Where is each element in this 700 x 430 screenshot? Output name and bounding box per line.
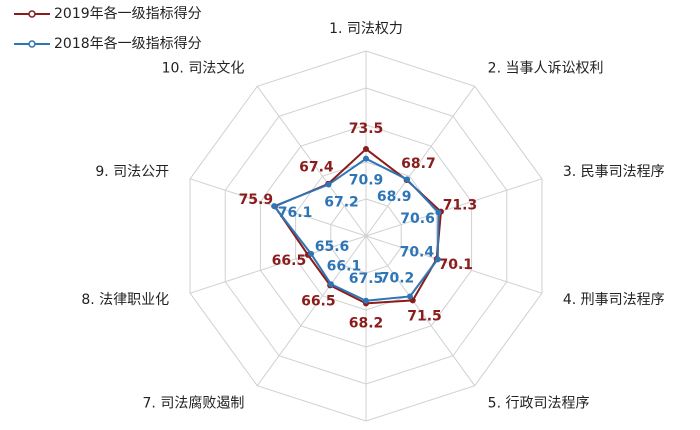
value-label: 68.2: [349, 315, 384, 331]
legend-label: 2019年各一级指标得分: [54, 5, 202, 22]
axis-spoke: [256, 235, 367, 386]
value-label: 75.9: [239, 192, 274, 208]
value-label: 67.2: [324, 194, 359, 210]
point: [435, 209, 442, 216]
legend-marker: [28, 40, 36, 48]
value-label: 67.5: [349, 271, 384, 287]
value-label: 70.9: [349, 173, 384, 189]
value-label: 71.3: [443, 197, 478, 213]
axis-spoke: [256, 86, 367, 237]
axis-spoke: [189, 178, 367, 237]
axis-label: 2. 当事人诉讼权利: [488, 61, 604, 77]
value-label: 76.1: [278, 205, 313, 221]
value-label: 70.4: [400, 245, 435, 261]
value-label: 70.6: [400, 211, 435, 227]
axis-spoke: [365, 178, 543, 237]
axis-spoke: [189, 235, 367, 294]
legend-label: 2018年各一级指标得分: [54, 35, 202, 52]
point: [271, 203, 278, 210]
axis-label: 10. 司法文化: [162, 61, 245, 77]
value-label: 67.4: [299, 160, 334, 176]
point: [308, 250, 315, 257]
value-label: 66.1: [327, 258, 362, 274]
axis-label: 8. 法律职业化: [81, 292, 169, 308]
value-label: 66.5: [272, 253, 307, 269]
axis-spoke: [365, 235, 543, 294]
axis-spoke: [365, 86, 476, 237]
point: [406, 293, 413, 300]
value-label: 73.5: [349, 121, 384, 137]
axis-label: 5. 行政司法程序: [488, 395, 590, 411]
point: [404, 176, 411, 183]
axis-label: 1. 司法权力: [329, 21, 403, 37]
point: [434, 256, 441, 263]
point: [409, 297, 416, 304]
legend-marker: [28, 10, 36, 18]
value-label: 71.5: [407, 309, 442, 325]
point: [363, 146, 369, 153]
axis-label: 9. 司法公开: [95, 164, 169, 180]
point: [363, 297, 369, 304]
value-label: 65.6: [315, 239, 350, 255]
point: [327, 281, 334, 288]
axis-label: 7. 司法腐败遏制: [143, 394, 245, 411]
value-label: 68.7: [401, 156, 436, 172]
value-label: 66.5: [301, 294, 336, 310]
value-label: 70.1: [438, 257, 473, 273]
point: [363, 155, 369, 162]
value-label: 68.9: [377, 189, 412, 205]
axis-spoke: [365, 235, 476, 386]
point: [325, 181, 332, 188]
axis-label: 3. 民事司法程序: [563, 164, 665, 180]
value-label: 70.2: [380, 271, 415, 287]
axis-label: 4. 刑事司法程序: [563, 292, 665, 308]
